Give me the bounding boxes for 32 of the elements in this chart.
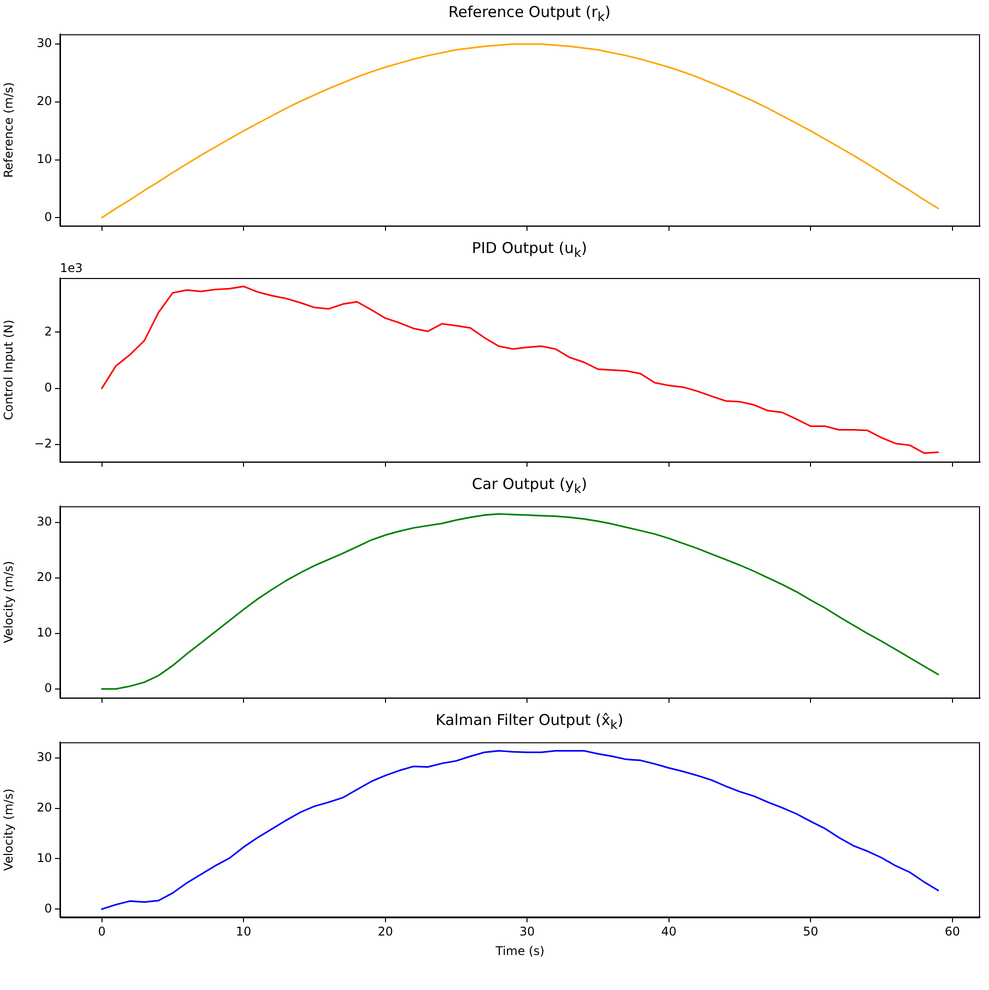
y-tick-label: 2	[44, 324, 52, 338]
chart-title: Kalman Filter Output (x̂$_{k}$)	[434, 710, 624, 732]
y-axis-title: Velocity (m/s)	[1, 788, 16, 871]
y-tick-label: 10	[36, 152, 52, 166]
y-tick-label: −2	[34, 436, 52, 451]
y-tick-label: 0	[44, 380, 52, 394]
y-axis-title: Velocity (m/s)	[1, 560, 16, 644]
y-tick-label: 20	[36, 800, 52, 814]
y-tick-label: 30	[36, 36, 52, 50]
x-tick-label: 0	[98, 924, 106, 939]
x-tick-label: 10	[236, 924, 252, 939]
x-tick-label: 60	[944, 924, 960, 939]
y-tick-label: 30	[36, 750, 52, 764]
y-tick-label: 10	[36, 850, 52, 865]
y-axis-title: Control Input (N)	[1, 320, 16, 420]
text: 1e3	[60, 261, 83, 276]
y-tick-label: 0	[44, 681, 52, 696]
chart-title: Car Output (y$_{k}$)	[470, 474, 588, 496]
y-tick-label: 20	[36, 570, 52, 584]
x-tick-label: 20	[378, 924, 393, 939]
y-tick-label: 0	[44, 210, 52, 224]
x-tick-label: 40	[661, 924, 676, 939]
chart-title: PID Output (u$_{k}$)	[470, 238, 588, 260]
y-tick-label: 10	[36, 626, 52, 640]
chart-title: Reference Output (r$_{k}$)	[447, 2, 612, 24]
y-tick-label: 20	[36, 94, 52, 108]
x-tick-label: 30	[519, 924, 535, 939]
x-axis-title: Time (s)	[494, 944, 544, 958]
x-tick-label: 50	[802, 924, 818, 939]
y-tick-label: 0	[44, 901, 52, 916]
y-tick-label: 30	[36, 514, 52, 528]
y-axis-title: Reference (m/s)	[1, 82, 16, 178]
